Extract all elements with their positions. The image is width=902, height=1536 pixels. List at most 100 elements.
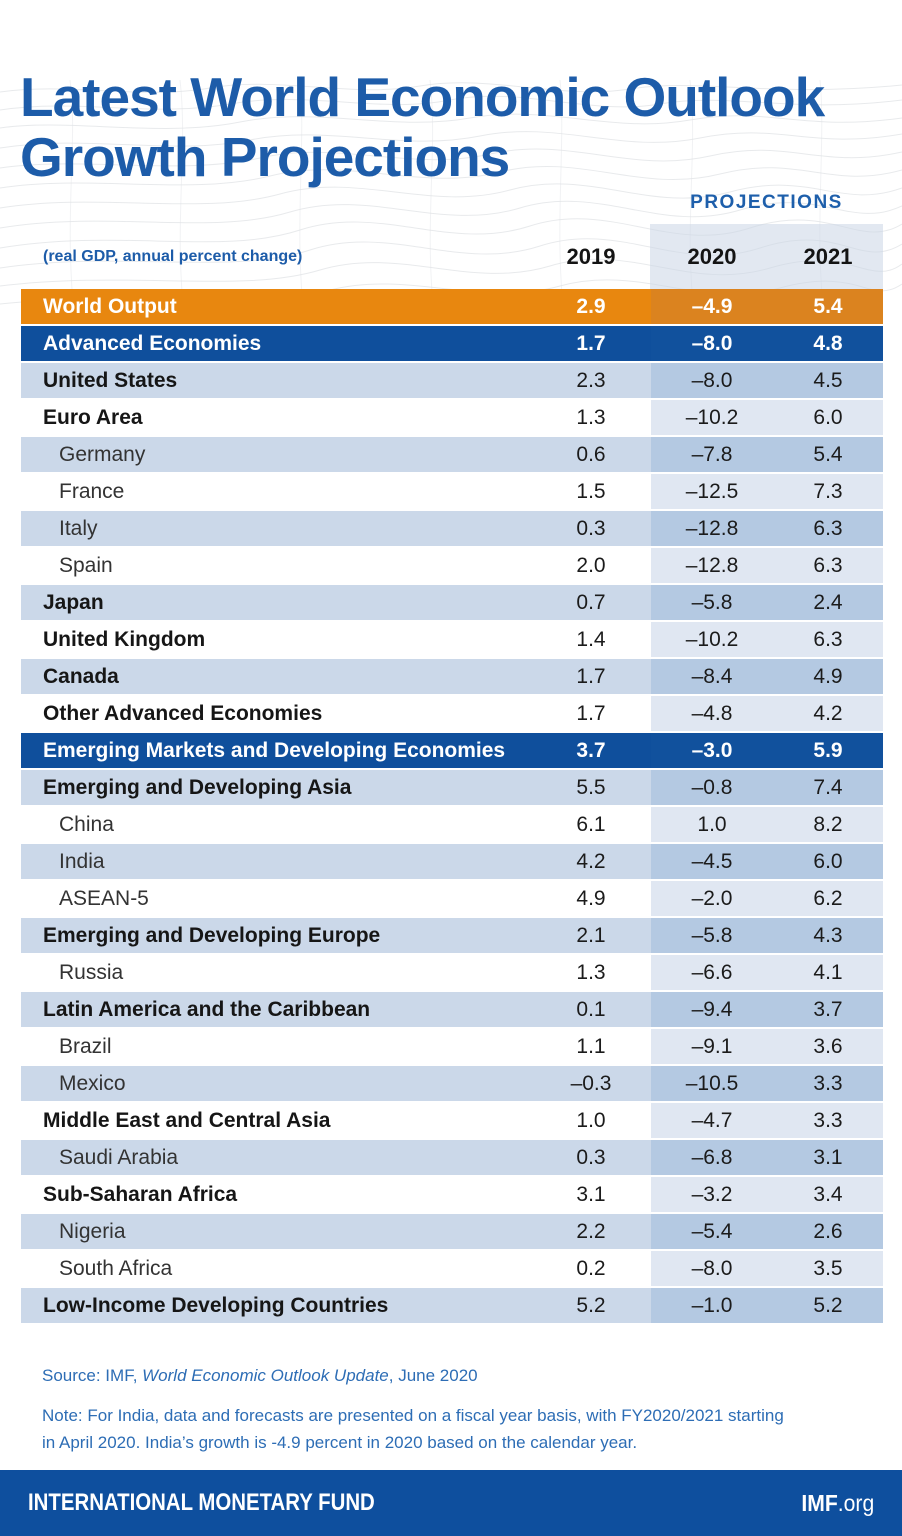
value-2019: 3.7 (576, 738, 606, 762)
value-2020: –1.0 (651, 1288, 773, 1323)
value-2019: 4.2 (576, 849, 606, 873)
footer-bar: INTERNATIONAL MONETARY FUND IMF.org (0, 1470, 902, 1536)
table-row: China 6.1 1.0 8.2 (21, 807, 883, 842)
table-row: Russia 1.3 –6.6 4.1 (21, 955, 883, 990)
source-prefix: Source: IMF, (42, 1366, 143, 1385)
india-footnote-line1: Note: For India, data and forecasts are … (42, 1406, 784, 1425)
value-2019: 4.9 (576, 886, 606, 910)
table-row: Middle East and Central Asia 1.0 –4.7 3.3 (21, 1103, 883, 1138)
row-label: Mexico (59, 1071, 126, 1095)
value-2019: 1.7 (576, 331, 606, 355)
value-2019: 2.1 (576, 923, 606, 947)
source-note: Source: IMF, World Economic Outlook Upda… (42, 1366, 478, 1386)
value-2021: 3.1 (773, 1140, 883, 1175)
value-2020: –4.5 (651, 844, 773, 879)
table-row: Brazil 1.1 –9.1 3.6 (21, 1029, 883, 1064)
value-2020: –8.0 (651, 363, 773, 398)
value-2021: 5.4 (773, 437, 883, 472)
row-label: Nigeria (59, 1219, 126, 1243)
row-label: France (59, 479, 125, 503)
table-row: Euro Area 1.3 –10.2 6.0 (21, 400, 883, 435)
value-2021: 4.1 (773, 955, 883, 990)
source-publication: World Economic Outlook Update (142, 1366, 389, 1385)
table-row: Japan 0.7 –5.8 2.4 (21, 585, 883, 620)
value-2020: –8.0 (651, 326, 773, 361)
value-2021: 5.2 (773, 1288, 883, 1323)
table-row: India 4.2 –4.5 6.0 (21, 844, 883, 879)
india-footnote: Note: For India, data and forecasts are … (42, 1402, 832, 1456)
table-row: World Output 2.9 –4.9 5.4 (21, 289, 883, 324)
value-2021: 3.5 (773, 1251, 883, 1286)
projections-column-band (650, 224, 883, 289)
column-header-row: (real GDP, annual percent change) 2019 2… (21, 224, 883, 289)
value-2021: 4.3 (773, 918, 883, 953)
value-2019: 1.0 (576, 1108, 606, 1132)
table-row: France 1.5 –12.5 7.3 (21, 474, 883, 509)
value-2021: 5.4 (773, 289, 883, 324)
value-2021: 4.5 (773, 363, 883, 398)
value-2020: –9.4 (651, 992, 773, 1027)
value-2021: 6.2 (773, 881, 883, 916)
row-label: Advanced Economies (43, 331, 262, 355)
table-row: Germany 0.6 –7.8 5.4 (21, 437, 883, 472)
table-row: Sub-Saharan Africa 3.1 –3.2 3.4 (21, 1177, 883, 1212)
value-2020: –10.2 (651, 400, 773, 435)
row-label: Saudi Arabia (59, 1145, 179, 1169)
row-label: China (59, 812, 114, 836)
value-2020: 1.0 (651, 807, 773, 842)
value-2019: –0.3 (570, 1071, 612, 1095)
row-label: Other Advanced Economies (43, 701, 323, 725)
value-2020: –12.5 (651, 474, 773, 509)
value-2021: 3.7 (773, 992, 883, 1027)
table-row: Advanced Economies 1.7 –8.0 4.8 (21, 326, 883, 361)
value-2021: 6.3 (773, 622, 883, 657)
table-row: United Kingdom 1.4 –10.2 6.3 (21, 622, 883, 657)
value-2020: –5.4 (651, 1214, 773, 1249)
table-row: Saudi Arabia 0.3 –6.8 3.1 (21, 1140, 883, 1175)
table-row: Spain 2.0 –12.8 6.3 (21, 548, 883, 583)
table-row: South Africa 0.2 –8.0 3.5 (21, 1251, 883, 1286)
row-label: Japan (43, 590, 104, 614)
value-2019: 6.1 (576, 812, 606, 836)
value-2019: 1.4 (576, 627, 606, 651)
footer-imf-org: IMF.org (801, 1490, 874, 1517)
value-2020: –2.0 (651, 881, 773, 916)
row-label: ASEAN-5 (59, 886, 149, 910)
column-header-2020: 2020 (687, 243, 737, 269)
value-2019: 0.2 (576, 1256, 606, 1280)
row-label: Latin America and the Caribbean (43, 997, 371, 1021)
row-label: World Output (43, 294, 177, 318)
row-label: Canada (43, 664, 119, 688)
table-row: Mexico –0.3 –10.5 3.3 (21, 1066, 883, 1101)
value-2020: –12.8 (651, 511, 773, 546)
table-row: Other Advanced Economies 1.7 –4.8 4.2 (21, 696, 883, 731)
row-label: Emerging and Developing Europe (43, 923, 381, 947)
value-2020: –8.4 (651, 659, 773, 694)
row-label: India (59, 849, 105, 873)
value-2019: 2.3 (576, 368, 606, 392)
row-label: Euro Area (43, 405, 143, 429)
value-2019: 0.6 (576, 442, 606, 466)
footer-institution-name: INTERNATIONAL MONETARY FUND (28, 1489, 375, 1516)
row-label: Italy (59, 516, 98, 540)
row-label: Brazil (59, 1034, 112, 1058)
row-label: Emerging and Developing Asia (43, 775, 352, 799)
row-label: Middle East and Central Asia (43, 1108, 331, 1132)
table-row: Emerging Markets and Developing Economie… (21, 733, 883, 768)
table-row: Nigeria 2.2 –5.4 2.6 (21, 1214, 883, 1249)
row-label: United States (43, 368, 178, 392)
value-2021: 3.6 (773, 1029, 883, 1064)
row-label: Russia (59, 960, 124, 984)
row-label: United Kingdom (43, 627, 206, 651)
value-2020: –9.1 (651, 1029, 773, 1064)
value-2020: –6.6 (651, 955, 773, 990)
value-2019: 0.3 (576, 516, 606, 540)
value-2019: 1.1 (576, 1034, 606, 1058)
value-2019: 1.7 (576, 664, 606, 688)
value-2021: 6.0 (773, 400, 883, 435)
value-2021: 4.8 (773, 326, 883, 361)
value-2019: 0.1 (576, 997, 606, 1021)
row-label: Spain (59, 553, 113, 577)
value-2019: 2.2 (576, 1219, 606, 1243)
